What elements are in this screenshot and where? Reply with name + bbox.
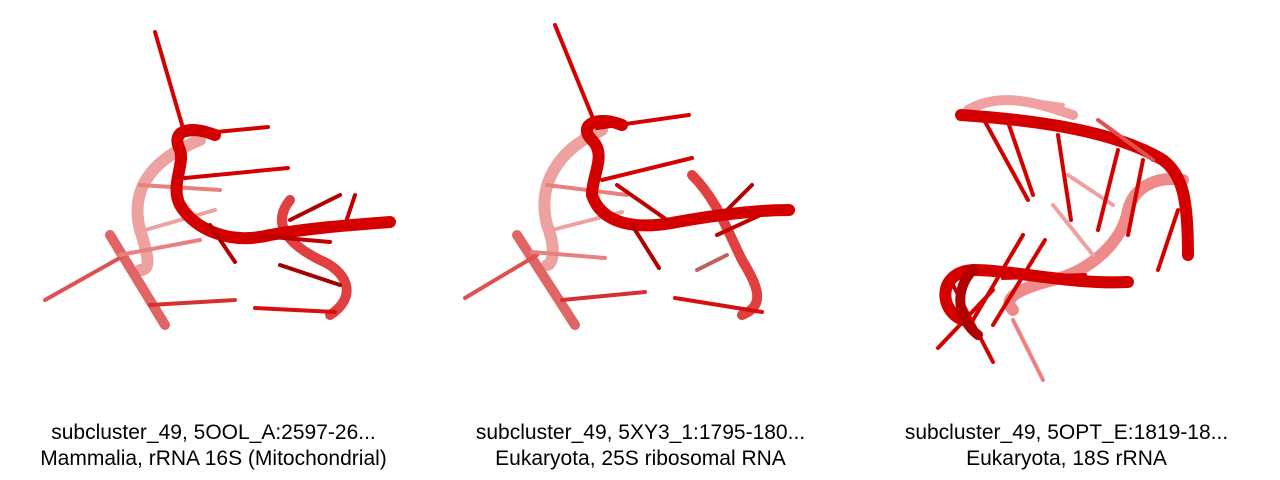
structure-panel-2: subcluster_49, 5XY3_1:1795-180... Eukary… [427,0,854,480]
caption-3-line2: Eukaryota, 18S rRNA [853,446,1280,472]
structure-panel-1: subcluster_49, 5OOL_A:2597-26... Mammali… [0,0,427,480]
rna-structure-3 [853,0,1280,400]
caption-2: subcluster_49, 5XY3_1:1795-180... Eukary… [427,420,854,472]
caption-2-line1: subcluster_49, 5XY3_1:1795-180... [427,420,854,446]
caption-1-line2: Mammalia, rRNA 16S (Mitochondrial) [0,446,427,472]
caption-1: subcluster_49, 5OOL_A:2597-26... Mammali… [0,420,427,472]
structure-panel-3: subcluster_49, 5OPT_E:1819-18... Eukaryo… [853,0,1280,480]
caption-2-line2: Eukaryota, 25S ribosomal RNA [427,446,854,472]
caption-1-line1: subcluster_49, 5OOL_A:2597-26... [0,420,427,446]
caption-3-line1: subcluster_49, 5OPT_E:1819-18... [853,420,1280,446]
rna-structure-1 [0,0,427,400]
caption-3: subcluster_49, 5OPT_E:1819-18... Eukaryo… [853,420,1280,472]
rna-structure-2 [427,0,854,400]
